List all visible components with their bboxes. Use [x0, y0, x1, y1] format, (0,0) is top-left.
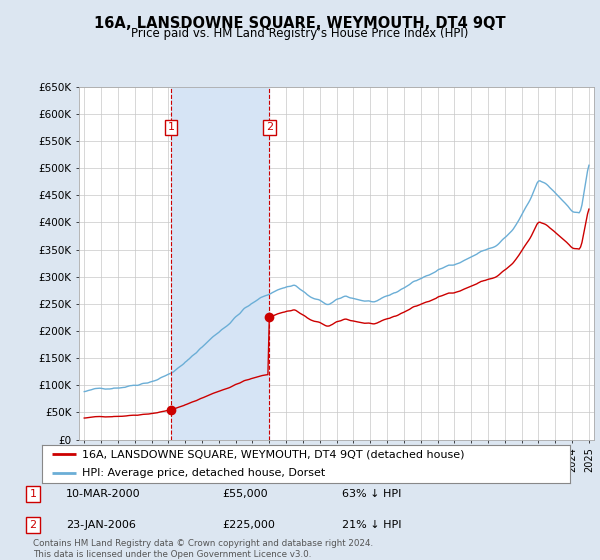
Text: 21% ↓ HPI: 21% ↓ HPI: [342, 520, 401, 530]
Text: 16A, LANSDOWNE SQUARE, WEYMOUTH, DT4 9QT (detached house): 16A, LANSDOWNE SQUARE, WEYMOUTH, DT4 9QT…: [82, 449, 464, 459]
Text: HPI: Average price, detached house, Dorset: HPI: Average price, detached house, Dors…: [82, 468, 325, 478]
Text: 1: 1: [167, 123, 175, 132]
Text: 2: 2: [29, 520, 37, 530]
Text: Contains HM Land Registry data © Crown copyright and database right 2024.
This d: Contains HM Land Registry data © Crown c…: [33, 539, 373, 559]
Text: 1: 1: [29, 489, 37, 499]
Text: 10-MAR-2000: 10-MAR-2000: [66, 489, 140, 499]
Text: 16A, LANSDOWNE SQUARE, WEYMOUTH, DT4 9QT: 16A, LANSDOWNE SQUARE, WEYMOUTH, DT4 9QT: [94, 16, 506, 31]
Text: £225,000: £225,000: [222, 520, 275, 530]
Text: £55,000: £55,000: [222, 489, 268, 499]
Text: 23-JAN-2006: 23-JAN-2006: [66, 520, 136, 530]
Text: 63% ↓ HPI: 63% ↓ HPI: [342, 489, 401, 499]
Text: 2: 2: [266, 123, 273, 132]
Text: Price paid vs. HM Land Registry’s House Price Index (HPI): Price paid vs. HM Land Registry’s House …: [131, 27, 469, 40]
Bar: [171, 87, 269, 440]
